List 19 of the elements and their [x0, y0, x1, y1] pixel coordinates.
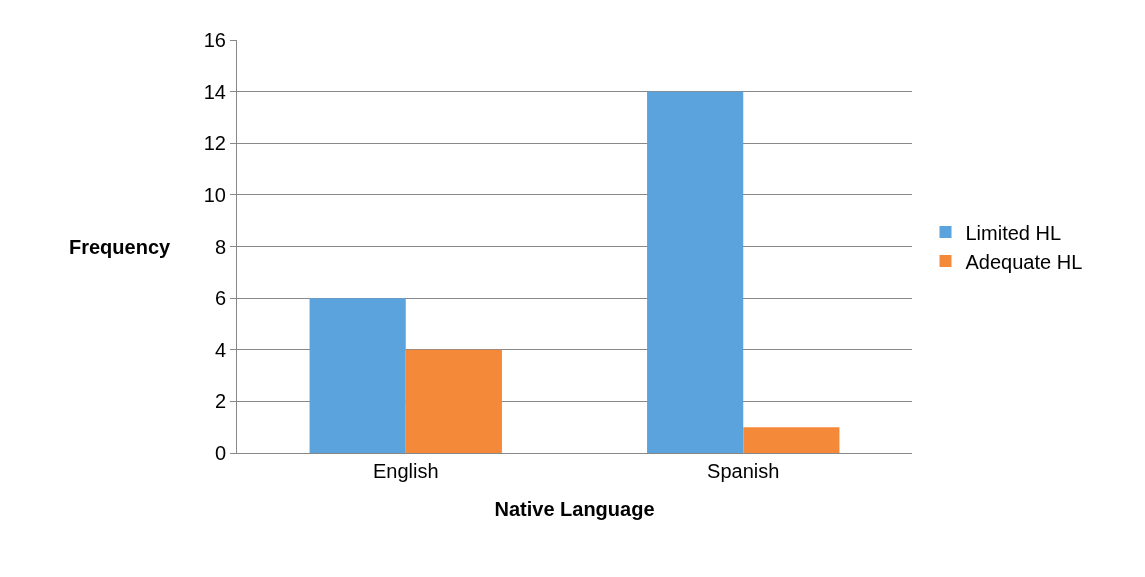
bar — [743, 427, 840, 453]
bar — [405, 349, 502, 453]
y-tick-label: 10 — [203, 183, 226, 206]
x-tick-label: English — [372, 460, 439, 482]
y-tick-label: 6 — [214, 287, 226, 310]
y-tick-label: 0 — [214, 442, 226, 464]
y-tick-label: 2 — [214, 390, 226, 413]
y-tick-label: 16 — [203, 29, 226, 51]
legend-label: Adequate HL — [965, 250, 1083, 273]
x-axis-title: Native Language — [494, 497, 655, 520]
bar — [647, 91, 744, 453]
x-tick-label: Spanish — [707, 460, 780, 482]
y-tick-label: 12 — [203, 132, 226, 155]
legend-label: Limited HL — [965, 221, 1062, 244]
y-tick-label: 4 — [214, 338, 226, 361]
bar — [309, 298, 406, 453]
y-axis-title: Frequency — [69, 236, 172, 258]
y-tick-label: 14 — [203, 80, 226, 103]
y-tick-label: 8 — [214, 235, 226, 258]
